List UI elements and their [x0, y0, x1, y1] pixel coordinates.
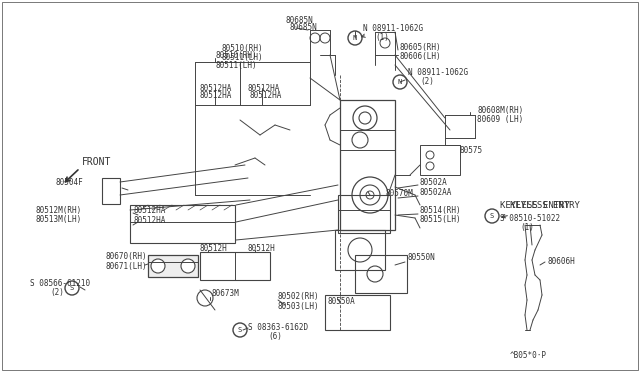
- Bar: [102, 178, 120, 204]
- Text: 80510(RH): 80510(RH): [222, 44, 264, 52]
- Text: 80502A: 80502A: [420, 177, 448, 186]
- Text: S 08510-51022: S 08510-51022: [500, 214, 560, 222]
- Text: N: N: [398, 79, 402, 85]
- Text: 80512H: 80512H: [200, 244, 228, 253]
- Text: 80512M(RH): 80512M(RH): [35, 205, 81, 215]
- Text: KEYLESS ENTRY: KEYLESS ENTRY: [510, 201, 580, 209]
- Text: N 08911-1062G: N 08911-1062G: [363, 23, 423, 32]
- Text: 80512H: 80512H: [248, 244, 276, 253]
- Text: FRONT: FRONT: [82, 157, 111, 167]
- Text: 80550N: 80550N: [408, 253, 436, 263]
- Circle shape: [181, 259, 195, 273]
- Text: 80504F: 80504F: [55, 177, 83, 186]
- Text: 80512HA: 80512HA: [248, 83, 280, 93]
- Text: 80502AA: 80502AA: [420, 187, 452, 196]
- Text: 80502(RH): 80502(RH): [278, 292, 319, 301]
- Text: 80512HA: 80512HA: [133, 205, 165, 215]
- Text: 80673M: 80673M: [212, 289, 240, 298]
- Bar: [148, 255, 198, 277]
- Bar: [355, 255, 407, 293]
- Text: 80685N: 80685N: [290, 22, 317, 32]
- Text: N 08911-1062G: N 08911-1062G: [408, 67, 468, 77]
- Text: (2): (2): [420, 77, 434, 86]
- Text: N: N: [353, 35, 357, 41]
- Text: 80515(LH): 80515(LH): [420, 215, 461, 224]
- Text: S 08363-6162D: S 08363-6162D: [248, 323, 308, 331]
- Text: 80575: 80575: [460, 145, 483, 154]
- Bar: [335, 230, 385, 270]
- Circle shape: [151, 259, 165, 273]
- Text: 80512HA: 80512HA: [250, 90, 282, 99]
- Text: 80570M: 80570M: [385, 189, 413, 198]
- Text: 80514(RH): 80514(RH): [420, 205, 461, 215]
- Text: (2): (2): [50, 289, 64, 298]
- Text: S: S: [70, 285, 74, 291]
- Text: 80510(RH): 80510(RH): [215, 51, 257, 60]
- Text: 80670(RH): 80670(RH): [105, 253, 147, 262]
- Text: S: S: [238, 327, 242, 333]
- Text: ^B05*0·P: ^B05*0·P: [510, 350, 547, 359]
- Text: 80606H: 80606H: [547, 257, 575, 266]
- Bar: [420, 145, 460, 175]
- Text: S: S: [490, 213, 494, 219]
- Text: KEYLESS ENTRY: KEYLESS ENTRY: [500, 201, 570, 209]
- Text: 80685N: 80685N: [285, 16, 313, 25]
- Text: 80608M(RH): 80608M(RH): [477, 106, 524, 115]
- Text: 80609 (LH): 80609 (LH): [477, 115, 524, 124]
- Text: 80511(LH): 80511(LH): [222, 52, 264, 61]
- Text: 80512HA: 80512HA: [200, 90, 232, 99]
- Text: 80513M(LH): 80513M(LH): [35, 215, 81, 224]
- Text: (1): (1): [375, 32, 389, 42]
- Text: 80605(RH): 80605(RH): [400, 42, 442, 51]
- Text: (1): (1): [520, 222, 534, 231]
- Text: 80671(LH): 80671(LH): [105, 262, 147, 270]
- Text: 80512HA: 80512HA: [200, 83, 232, 93]
- Text: 80503(LH): 80503(LH): [278, 301, 319, 311]
- Text: 80550A: 80550A: [328, 298, 356, 307]
- Bar: [340, 100, 395, 230]
- Bar: [130, 205, 235, 243]
- Text: 80606(LH): 80606(LH): [400, 51, 442, 61]
- Bar: [200, 252, 270, 280]
- Text: 80511(LH): 80511(LH): [215, 61, 257, 70]
- Text: S 08566-61210: S 08566-61210: [30, 279, 90, 289]
- Text: (6): (6): [268, 331, 282, 340]
- Bar: [338, 195, 390, 233]
- Text: 80512HA: 80512HA: [133, 215, 165, 224]
- Bar: [325, 295, 390, 330]
